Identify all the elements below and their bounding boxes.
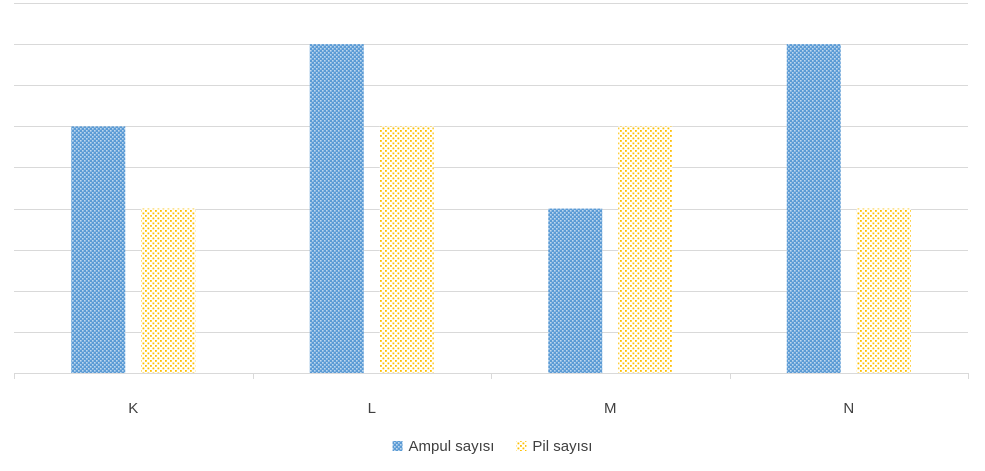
x-tick-label: M — [604, 400, 617, 417]
bar-L-series-2 — [379, 126, 434, 373]
bar-K-series-1 — [71, 126, 126, 373]
legend-label-2: Pil sayısı — [532, 438, 592, 455]
bar-N-series-1 — [786, 44, 841, 373]
bar-K-series-2 — [141, 208, 196, 373]
bar-M-series-2 — [618, 126, 673, 373]
bar-M-series-1 — [548, 208, 603, 373]
legend: Ampul sayısı Pil sayısı — [392, 438, 592, 455]
bar-L-series-1 — [309, 44, 364, 373]
legend-label-1: Ampul sayısı — [409, 438, 495, 455]
bar-N-series-2 — [856, 208, 911, 373]
legend-swatch-2 — [516, 441, 527, 451]
bars — [71, 44, 911, 373]
x-tick-label: N — [843, 400, 854, 417]
x-tick-label: L — [368, 400, 376, 417]
legend-swatch-1 — [392, 441, 403, 451]
x-tick-label: K — [128, 400, 138, 417]
x-axis: K L M N — [14, 373, 969, 417]
